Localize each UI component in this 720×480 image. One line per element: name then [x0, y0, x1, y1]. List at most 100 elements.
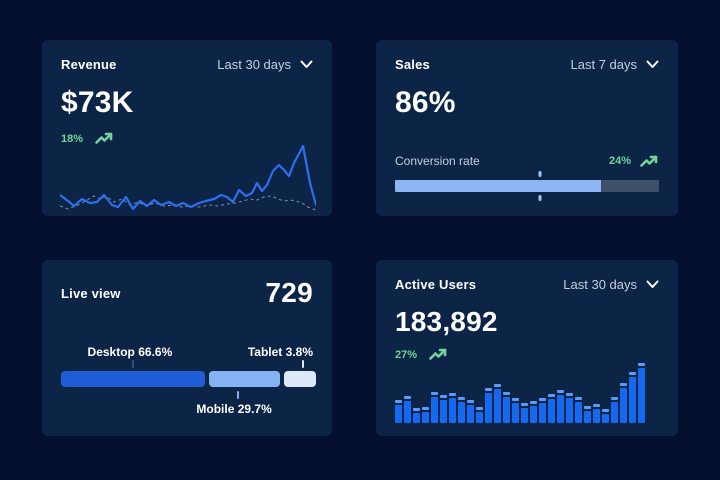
revenue-delta-pct: 18%	[61, 132, 84, 145]
bar-body	[548, 399, 555, 423]
bar-cap	[485, 388, 492, 391]
bar-cap	[440, 395, 447, 398]
bar-cap	[557, 390, 564, 393]
bar-cap	[476, 407, 483, 410]
bar-cap	[602, 409, 609, 412]
conversion-rate-label: Conversion rate	[395, 154, 480, 168]
conversion-rate-row: Conversion rate 24%	[395, 154, 659, 168]
chevron-down-icon	[646, 280, 659, 289]
bar-body	[566, 398, 573, 423]
segment-label-desktop: Desktop 66.6%	[87, 345, 173, 359]
revenue-range-selector[interactable]: Last 30 days	[217, 57, 313, 72]
bar-chart-bar	[521, 403, 528, 423]
bar-cap	[566, 393, 573, 396]
sales-delta-pct: 24%	[608, 155, 631, 167]
bar-body	[539, 403, 546, 423]
bar-chart-bar	[404, 396, 411, 423]
segment-tick-tablet	[301, 360, 304, 368]
sales-value: 86%	[395, 86, 456, 119]
bar-cap	[548, 394, 555, 397]
card-sales: Sales Last 7 days 86% Conversion rate 24…	[376, 40, 678, 216]
bar-chart-bar	[494, 384, 501, 423]
bar-chart-bar	[584, 406, 591, 423]
bar-cap	[422, 407, 429, 410]
bar-body	[440, 400, 447, 423]
bar-cap	[629, 372, 636, 375]
sales-range-label: Last 7 days	[570, 57, 638, 72]
bar-body	[494, 389, 501, 423]
bar-body	[413, 413, 420, 423]
bar-body	[404, 401, 411, 423]
bar-cap	[611, 397, 618, 400]
bar-chart-bar	[620, 383, 627, 423]
bar-chart-bar	[467, 400, 474, 423]
bar-body	[422, 412, 429, 423]
bar-body	[620, 388, 627, 423]
sales-range-selector[interactable]: Last 7 days	[571, 57, 660, 72]
bar-cap	[404, 396, 411, 399]
bar-cap	[530, 401, 537, 404]
bar-chart-bar	[485, 388, 492, 423]
active-users-range-selector[interactable]: Last 30 days	[563, 277, 659, 292]
bar-chart-bar	[458, 397, 465, 423]
bar-body	[449, 398, 456, 423]
chevron-down-icon	[646, 60, 659, 69]
sales-card-header: Sales Last 7 days	[395, 57, 659, 72]
bar-body	[485, 393, 492, 423]
progress-target-marker-bottom	[538, 195, 542, 201]
active-users-card-title: Active Users	[395, 277, 477, 292]
revenue-line-chart	[60, 144, 316, 211]
bar-chart-bar	[512, 398, 519, 423]
active-users-card-header: Active Users Last 30 days	[395, 277, 659, 292]
segment-desktop	[61, 371, 205, 387]
bar-chart-bar	[611, 397, 618, 423]
bar-body	[395, 405, 402, 423]
bar-cap	[521, 403, 528, 406]
revenue-card-title: Revenue	[61, 57, 117, 72]
segment-mobile	[208, 371, 281, 387]
progress-target-marker-top	[538, 171, 542, 177]
bar-body	[512, 403, 519, 423]
bar-cap	[512, 398, 519, 401]
sales-progress-bar	[395, 171, 659, 201]
bar-body	[530, 406, 537, 423]
bar-chart-bar	[629, 372, 636, 423]
bar-cap	[539, 398, 546, 401]
bar-body	[611, 402, 618, 423]
active-users-value: 183,892	[395, 306, 498, 337]
bar-body	[503, 397, 510, 423]
live-view-value: 729	[265, 277, 313, 308]
card-revenue: Revenue Last 30 days $73K 18%	[42, 40, 332, 216]
sales-delta: 24%	[609, 155, 659, 168]
bar-cap	[593, 404, 600, 407]
bar-chart-bar	[422, 407, 429, 423]
bar-body	[593, 409, 600, 423]
active-users-delta-pct: 27%	[395, 348, 418, 361]
bar-chart-bar	[539, 398, 546, 423]
trend-up-icon	[640, 155, 659, 168]
bar-body	[602, 414, 609, 423]
segment-tick-desktop	[131, 360, 134, 368]
bar-chart-bar	[476, 407, 483, 423]
bar-body	[458, 402, 465, 423]
live-view-card-header: Live view 729	[61, 277, 313, 309]
bar-body	[557, 395, 564, 423]
bar-cap	[467, 400, 474, 403]
trend-up-icon	[429, 348, 448, 361]
bar-chart-bar	[575, 397, 582, 423]
bar-chart-bar	[602, 409, 609, 423]
revenue-card-header: Revenue Last 30 days	[61, 57, 313, 72]
revenue-range-label: Last 30 days	[217, 57, 291, 72]
progress-track	[395, 180, 659, 192]
bar-cap	[503, 392, 510, 395]
segment-tick-mobile	[237, 391, 240, 399]
bar-body	[575, 402, 582, 423]
bar-cap	[638, 363, 645, 366]
chevron-down-icon	[300, 60, 313, 69]
bar-chart-bar	[395, 400, 402, 423]
bar-body	[431, 397, 438, 423]
bar-chart-bar	[413, 408, 420, 423]
card-active-users: Active Users Last 30 days 183,892 27%	[376, 260, 678, 436]
bar-body	[521, 408, 528, 423]
